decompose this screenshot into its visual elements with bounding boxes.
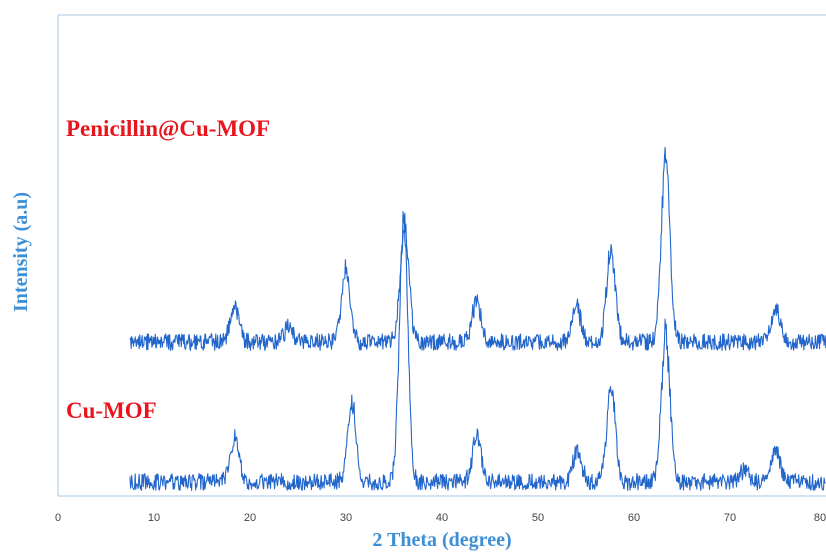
- x-tick-label: 50: [532, 512, 544, 524]
- x-tick-label: 80: [814, 512, 826, 524]
- y-axis-title: Intensity (a.u): [10, 192, 32, 312]
- series-label-penicillin-cu-mof: Penicillin@Cu-MOF: [66, 116, 270, 142]
- x-tick-label: 30: [340, 512, 352, 524]
- x-axis-title: 2 Theta (degree): [372, 529, 511, 551]
- x-tick-label: 70: [724, 512, 736, 524]
- x-tick-label: 0: [55, 512, 61, 524]
- x-tick-label: 10: [148, 512, 160, 524]
- series-line-cu-mof: [129, 211, 826, 491]
- series-lines: [129, 146, 826, 491]
- series-line-penicillin-cu-mof: [129, 146, 826, 351]
- x-tick-label: 20: [244, 512, 256, 524]
- x-tick-label: 40: [436, 512, 448, 524]
- x-axis-ticks: 0 10 20 30 40 50 60 70 80: [55, 512, 826, 524]
- x-tick-label: 60: [628, 512, 640, 524]
- series-label-cu-mof: Cu-MOF: [66, 398, 157, 423]
